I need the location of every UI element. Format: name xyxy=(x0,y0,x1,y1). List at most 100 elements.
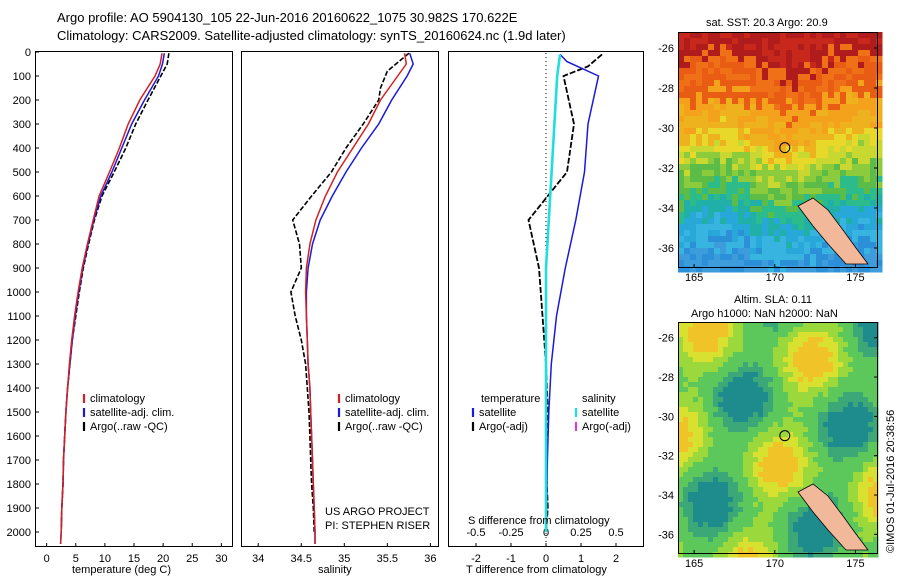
x-tick-label: 34 xyxy=(252,553,264,565)
imos-credit: ©IMOS 01-Jul-2016 20:38:56 xyxy=(885,409,897,553)
t-difference-xlabel: T difference from climatology xyxy=(466,564,607,576)
depth-tick-label: 1600 xyxy=(7,431,31,443)
legend-label: climatology xyxy=(90,393,146,405)
coastline xyxy=(797,483,869,551)
x-tick-label: 36 xyxy=(424,553,436,565)
depth-tick-label: 200 xyxy=(13,95,31,107)
map-frame xyxy=(678,322,878,554)
plot-frame xyxy=(241,51,439,547)
legend-label: Argo(-adj) xyxy=(479,421,528,433)
temperature-panel: 0100200300400500600700800900100011001200… xyxy=(7,47,233,565)
depth-tick-label: 1000 xyxy=(7,287,31,299)
map-x-tick-label: 175 xyxy=(846,558,864,570)
s-tick-label: 0.25 xyxy=(570,527,591,539)
depth-tick-label: 600 xyxy=(13,191,31,203)
project-label: US ARGO PROJECT xyxy=(325,506,430,518)
float-location-marker xyxy=(779,142,791,154)
coastline xyxy=(797,197,869,265)
map-y-tick-label: -32 xyxy=(658,163,674,175)
map-x-tick-label: 165 xyxy=(685,272,703,284)
x-tick-label: 34.5 xyxy=(291,553,312,565)
map-y-tick-label: -28 xyxy=(658,83,674,95)
series-s-satellite-line xyxy=(544,54,562,532)
s-difference-title: S difference from climatology xyxy=(468,515,610,527)
series-argo-line xyxy=(290,52,410,533)
map-cells xyxy=(678,32,883,273)
depth-tick-label: 0 xyxy=(25,47,31,59)
legend-label: Argo(..raw -QC) xyxy=(90,421,168,433)
map-frame xyxy=(678,32,878,268)
x-tick-label: 30 xyxy=(215,553,227,565)
x-tick-label: 2 xyxy=(613,553,619,565)
legend-label: satellite xyxy=(582,407,619,419)
depth-tick-label: 1700 xyxy=(7,455,31,467)
temperature-xlabel: temperature (deg C) xyxy=(72,564,172,576)
depth-tick-label: 2000 xyxy=(7,527,31,539)
map-y-tick-label: -26 xyxy=(658,333,674,345)
depth-tick-label: 400 xyxy=(13,143,31,155)
map-y-tick-label: -30 xyxy=(658,411,674,423)
map-x-tick-label: 170 xyxy=(766,558,784,570)
depth-tick-label: 100 xyxy=(13,71,31,83)
float-location-marker xyxy=(779,430,791,442)
pi-label: PI: STEPHEN RISER xyxy=(325,520,431,532)
map-y-tick-label: -28 xyxy=(658,372,674,384)
x-tick-label: 15 xyxy=(128,553,140,565)
legend-label: satellite-adj. clim. xyxy=(345,407,429,419)
x-tick-label: 35 xyxy=(338,553,350,565)
s-tick-label: -0.5 xyxy=(467,527,486,539)
series-climatology-line xyxy=(59,53,163,545)
x-tick-label: 35.5 xyxy=(377,553,398,565)
map-y-tick-label: -30 xyxy=(658,123,674,135)
depth-tick-label: 700 xyxy=(13,215,31,227)
legend-label: satellite-adj. clim. xyxy=(90,407,174,419)
depth-tick-label: 1900 xyxy=(7,503,31,515)
legend-temperature-title: temperature xyxy=(481,393,540,405)
series-t-satellite-line xyxy=(545,53,600,533)
depth-tick-label: 1500 xyxy=(7,407,31,419)
x-tick-label: 5 xyxy=(73,553,79,565)
x-tick-label: 10 xyxy=(99,553,111,565)
depth-tick-label: 900 xyxy=(13,263,31,275)
depth-tick-label: 300 xyxy=(13,119,31,131)
map-x-tick-label: 175 xyxy=(846,272,864,284)
legend-label: climatology xyxy=(345,393,401,405)
sla-map: -26 -28 -30 -32 -34 -36 165 170 175 xyxy=(658,322,879,570)
legend-label: Argo(..raw -QC) xyxy=(345,421,423,433)
x-tick-label: 20 xyxy=(157,553,169,565)
depth-tick-label: 1200 xyxy=(7,335,31,347)
legend-salinity-title: salinity xyxy=(582,393,616,405)
x-tick-label: -1 xyxy=(506,553,516,565)
difference-panel: -2 -1 0 1 2 -0.5 -0.25 0 0.25 0.5 temperature salin… xyxy=(448,51,644,565)
plot-title-line1: Argo profile: AO 5904130_105 22-Jun-2016… xyxy=(57,10,518,25)
x-tick-label: 0 xyxy=(543,553,549,565)
depth-tick-label: 1100 xyxy=(7,311,31,323)
map-x-tick-label: 165 xyxy=(685,558,703,570)
x-tick-label: 1 xyxy=(578,553,584,565)
map-y-tick-label: -36 xyxy=(658,529,674,541)
legend-label: Argo(-adj) xyxy=(582,421,631,433)
map-y-tick-label: -34 xyxy=(658,490,674,502)
plot-title-line2: Climatology: CARS2009. Satellite-adjuste… xyxy=(57,28,566,43)
map-y-tick-label: -26 xyxy=(658,43,674,55)
depth-tick-label: 500 xyxy=(13,167,31,179)
sla-map-title2: Argo h1000: NaN h2000: NaN xyxy=(691,308,838,320)
sst-map-title: sat. SST: 20.3 Argo: 20.9 xyxy=(706,17,828,29)
legend-label: satellite xyxy=(479,407,516,419)
s-tick-label: 0 xyxy=(543,527,549,539)
map-y-tick-label: -36 xyxy=(658,243,674,255)
depth-tick-label: 1400 xyxy=(7,383,31,395)
plot-frame xyxy=(35,51,233,547)
sla-map-title1: Altim. SLA: 0.11 xyxy=(734,294,813,306)
sst-map: -26 -28 -30 -32 -34 -36 165 170 175 xyxy=(658,32,883,284)
s-tick-label: 0.5 xyxy=(608,527,623,539)
depth-tick-label: 1800 xyxy=(7,479,31,491)
map-y-tick-label: -34 xyxy=(658,203,674,215)
x-tick-label: 0 xyxy=(44,553,50,565)
salinity-panel: 34 34.5 35 35.5 36 climatology satellite-adj. … xyxy=(241,51,439,565)
x-tick-label: 25 xyxy=(186,553,198,565)
depth-tick-label: 800 xyxy=(13,239,31,251)
s-tick-label: -0.25 xyxy=(498,527,523,539)
map-y-tick-label: -32 xyxy=(658,451,674,463)
series-climatology-line xyxy=(304,53,408,544)
